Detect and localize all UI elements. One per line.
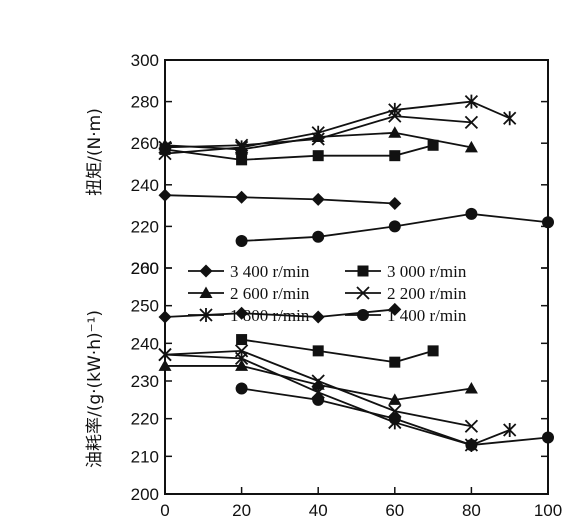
legend: 3 400 r/min 3 000 r/min 2 600 r/min 2 200 r… <box>188 262 467 325</box>
legend-marker <box>199 264 213 278</box>
legend-marker <box>357 265 369 277</box>
data-point <box>388 220 401 233</box>
data-point <box>236 334 248 346</box>
data-point <box>235 382 248 395</box>
series-line <box>164 353 511 446</box>
data-point <box>503 422 517 437</box>
data-point <box>311 192 325 206</box>
data-point <box>158 146 172 161</box>
data-point <box>464 382 478 394</box>
data-point <box>464 419 479 433</box>
y-tick-label: 260 <box>131 259 159 278</box>
legend-marker <box>199 286 213 298</box>
y-tick-label: 250 <box>131 297 159 316</box>
y-axis-label: 扭矩/(N·m) <box>85 108 105 196</box>
data-point <box>388 302 402 316</box>
data-point <box>311 310 325 324</box>
data-point <box>464 140 478 153</box>
series-line <box>241 338 434 364</box>
data-point <box>465 439 478 452</box>
x-tick-label: 40 <box>309 501 328 520</box>
data-point <box>388 393 402 405</box>
legend-marker <box>357 309 369 321</box>
series-line <box>164 100 511 155</box>
data-point <box>542 216 554 229</box>
data-point <box>158 347 172 362</box>
data-point <box>311 374 325 388</box>
y-tick-label: 220 <box>131 410 159 429</box>
data-point <box>312 345 324 357</box>
data-point <box>235 190 249 204</box>
y-tick-label: 240 <box>131 334 159 353</box>
data-point <box>236 154 248 166</box>
y-axis-label: 油耗率/(g·(kW·h)⁻¹) <box>85 310 105 468</box>
data-point <box>312 393 325 406</box>
data-point <box>389 356 401 368</box>
data-point <box>311 378 325 390</box>
data-point <box>389 150 401 162</box>
x-tick-label: 0 <box>160 501 169 520</box>
data-point <box>427 345 439 357</box>
data-point <box>234 351 249 366</box>
data-point <box>464 115 479 130</box>
y-tick-label: 230 <box>131 372 159 391</box>
data-point <box>388 412 401 425</box>
data-point <box>234 140 249 155</box>
data-point <box>235 306 249 320</box>
data-point <box>465 207 478 220</box>
data-point <box>158 310 172 324</box>
data-point <box>311 125 325 140</box>
data-point <box>542 431 554 444</box>
legend-label: 1 800 r/min <box>230 306 310 325</box>
data-point <box>235 234 248 247</box>
y-tick-label: 200 <box>131 485 159 504</box>
y-tick-label: 280 <box>131 93 159 112</box>
axes: 200220240260280300扭矩/(N·m)20021022023024… <box>85 51 562 520</box>
data-point <box>464 94 479 109</box>
legend-marker <box>199 308 213 322</box>
legend-label: 2 200 r/min <box>387 284 467 303</box>
data-point <box>388 126 402 138</box>
x-tick-label: 80 <box>462 501 481 520</box>
y-tick-label: 210 <box>131 447 159 466</box>
legend-label: 3 400 r/min <box>230 262 310 281</box>
data-point <box>158 188 172 202</box>
plot-frame <box>164 59 549 495</box>
data-point <box>427 139 439 151</box>
series <box>158 94 554 453</box>
legend-label: 3 000 r/min <box>387 262 467 281</box>
y-tick-label: 200 <box>131 259 159 278</box>
legend-marker <box>356 286 370 300</box>
data-point <box>312 150 324 162</box>
y-tick-label: 240 <box>131 176 159 195</box>
data-point <box>312 230 325 243</box>
y-tick-label: 260 <box>131 134 159 153</box>
legend-label: 1 400 r/min <box>387 306 467 325</box>
data-point <box>388 102 402 117</box>
data-point <box>503 111 517 126</box>
data-point <box>388 197 402 211</box>
legend-label: 2 600 r/min <box>230 284 310 303</box>
y-tick-label: 300 <box>131 51 159 70</box>
x-tick-label: 20 <box>232 501 251 520</box>
data-point <box>158 359 172 371</box>
x-tick-label: 100 <box>534 501 562 520</box>
series-line <box>164 194 395 205</box>
y-tick-label: 220 <box>131 217 159 236</box>
x-tick-label: 60 <box>385 501 404 520</box>
